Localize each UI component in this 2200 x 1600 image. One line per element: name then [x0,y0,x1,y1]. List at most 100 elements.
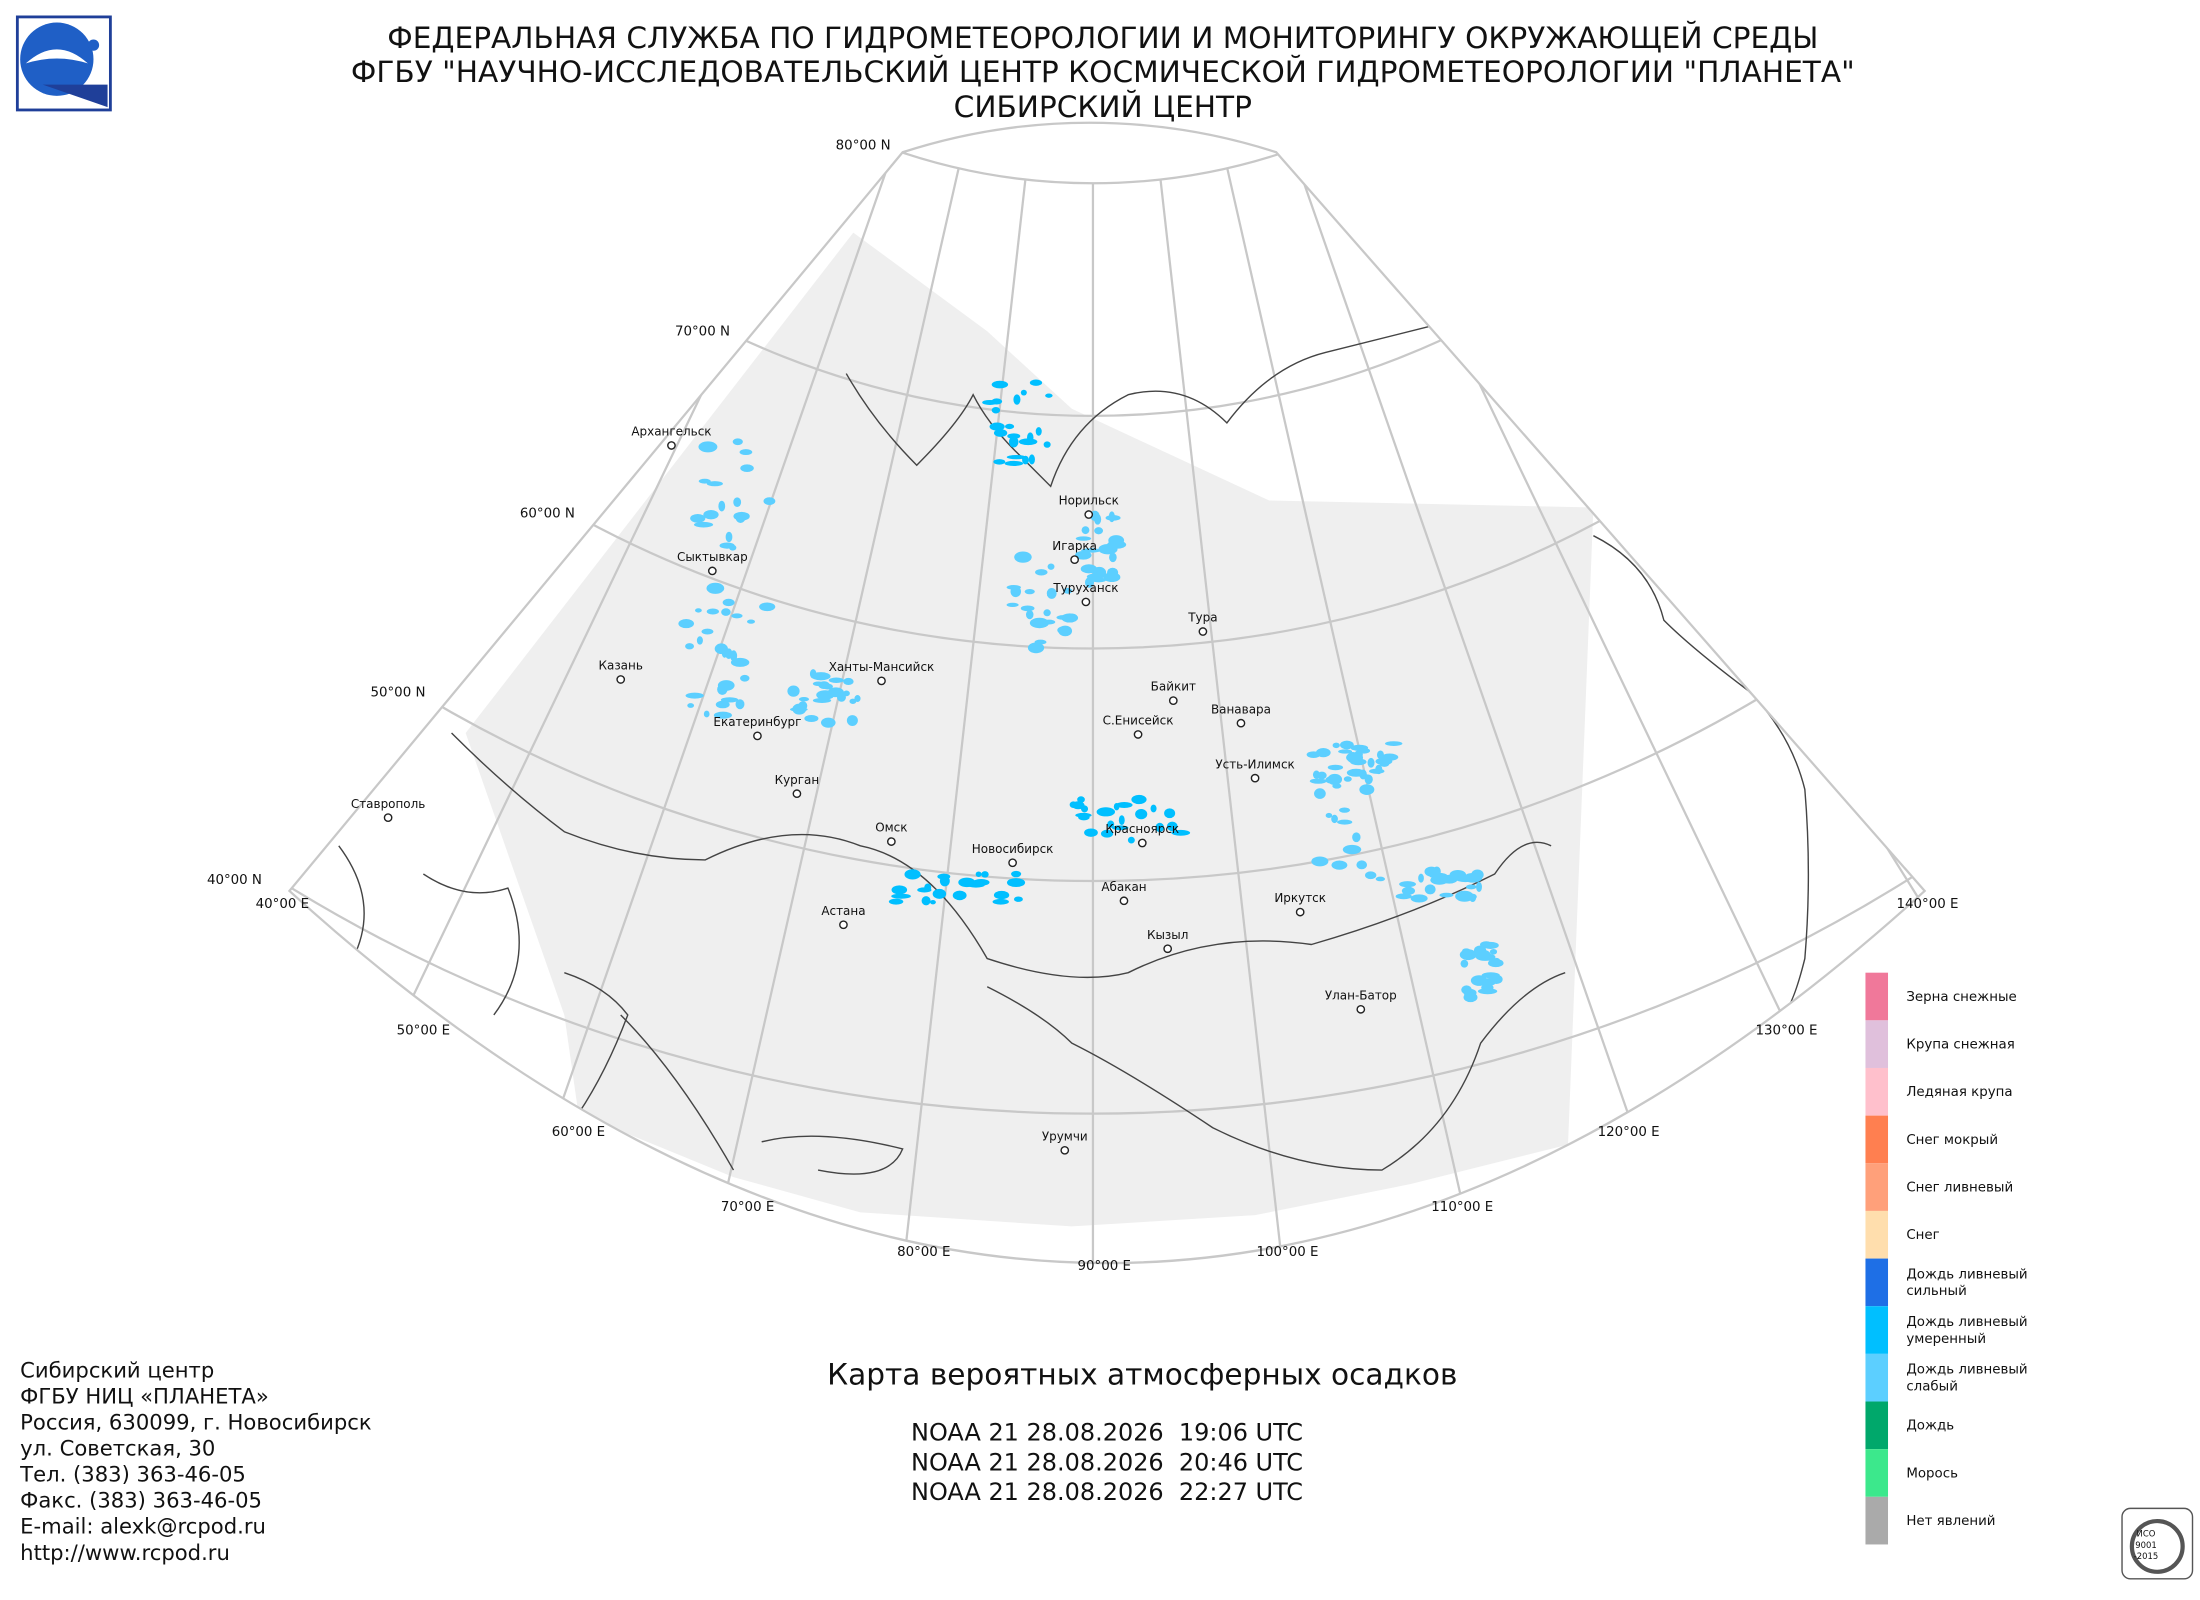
rain-patch [1084,577,1094,588]
city-marker [1119,896,1129,906]
rain-patch [804,714,819,722]
rain-patch [1108,511,1115,523]
rain-patch [1029,617,1050,629]
rain-patch [732,438,743,446]
rain-patch [1339,740,1354,750]
rain-patch [812,698,832,703]
pass-line: NOAA 21 28.08.2026 19:06 UTC [911,1419,1303,1447]
rain-patch [1482,941,1499,949]
rain-patch [952,890,967,901]
rain-patch [1459,949,1477,961]
rain-patch [787,685,800,697]
city-marker [1168,696,1178,705]
rain-patch [1476,881,1482,892]
rain-patch [759,602,776,612]
rain-patch [1356,860,1368,870]
rain-patch [837,693,846,702]
city-label: Ванавара [1211,702,1271,716]
rain-patch [1100,829,1114,838]
rain-patch [721,608,731,616]
rain-patch [763,497,776,505]
rain-patch [1488,958,1504,968]
rain-patch [1111,825,1129,831]
rain-patch [706,582,725,594]
city-marker [839,920,848,930]
rain-patch [687,703,695,708]
rain-patch [733,497,742,508]
rain-patch [1007,433,1021,439]
rain-patch [891,885,908,895]
rain-patch [993,459,1006,465]
city-label: Усть-Илимск [1215,757,1294,771]
city-marker [877,676,886,686]
legend: Зерна снежные Крупа снежная Ледяная крупа С… [1865,972,2028,1545]
header-line: ФГБУ "НАУЧНО-ИССЛЕДОВАТЕЛЬСКИЙ ЦЕНТР КОС… [351,54,1855,89]
rain-patch [1327,773,1343,785]
rain-patch [1311,856,1329,867]
borders [338,323,1810,1175]
rain-patch [1455,890,1474,902]
header-line: СИБИРСКИЙ ЦЕНТР [954,89,1252,124]
rain-patch [1331,814,1338,824]
rain-patch [1469,893,1477,900]
rain-patch [740,674,750,682]
rain-patch [1013,896,1023,902]
rain-patch [1332,742,1340,749]
rain-patch [991,406,1001,414]
city-label: Урумчи [1042,1129,1088,1143]
rain-patch [1135,808,1148,820]
legend-label: Нет явлений [1906,1514,1995,1529]
city-marker [1070,555,1079,565]
lon-label: 120°00 E [1598,1125,1660,1140]
meridian [1159,179,1315,1264]
city-marker [886,837,896,846]
rain-patch [1164,808,1176,819]
rain-patch [989,422,1005,431]
address-line: Факс. (383) 363-46-05 [20,1488,262,1513]
rain-patch [930,899,936,905]
lon-label: 40°00 E [256,897,309,912]
meridian [871,179,1027,1264]
rain-patch [822,683,833,690]
city-marker [753,731,762,741]
rain-patch [696,636,703,645]
city-marker [383,813,393,822]
city-marker [1198,627,1208,636]
legend-label: умеренный [1906,1332,1986,1347]
iso-text: 9001 [2135,1540,2156,1550]
rain-patch [1150,804,1157,813]
city-label: Игарка [1052,539,1097,553]
rain-patch [1004,423,1015,430]
rain-patch [715,700,730,709]
rain-patch [1418,873,1424,883]
city-label: Иркутск [1274,891,1326,905]
rain-patch [921,896,931,906]
rain-patch [690,513,706,523]
iso-text: ИСО [2137,1529,2156,1539]
rain-patch [1107,540,1127,549]
rain-patch [846,715,858,726]
legend-label: Крупа снежная [1906,1038,2014,1053]
rain-patch [1084,828,1098,837]
rain-patch [1424,884,1436,895]
city-label: Байкит [1151,680,1196,694]
city-marker [1084,510,1094,519]
rain-patch [1131,794,1147,805]
coverage-area [465,232,1594,1227]
city-marker [707,566,717,576]
rain-patch [1359,784,1375,795]
rain-patch [1086,573,1104,580]
rain-patch [719,542,735,549]
rain-patch [1006,878,1026,888]
rain-patch [1470,975,1488,986]
rain-patch [1047,563,1055,570]
rain-patch [685,692,704,699]
rain-patch [1352,832,1361,843]
rain-patch [993,429,1008,437]
rain-patch [1369,768,1385,774]
legend-label: Ледяная крупа [1906,1085,2012,1100]
rain-patch [991,380,1009,389]
rain-patch [698,478,711,484]
